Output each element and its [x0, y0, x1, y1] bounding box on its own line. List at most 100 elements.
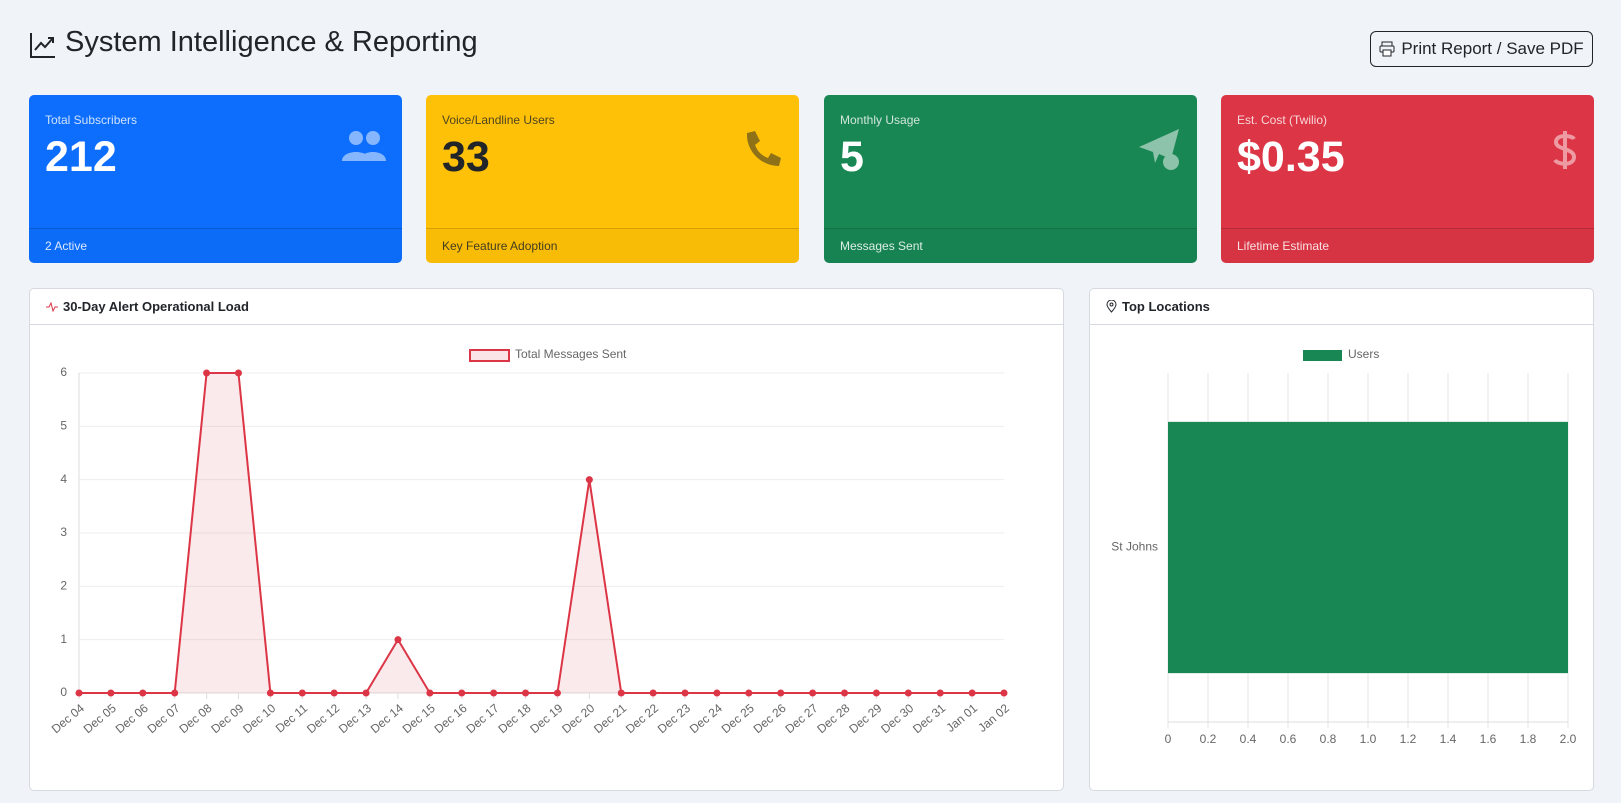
point [650, 690, 657, 697]
point [873, 690, 880, 697]
point [363, 690, 370, 697]
x-tick-label: 0.2 [1200, 732, 1217, 746]
x-tick-label: Dec 26 [751, 701, 789, 736]
point [1001, 690, 1008, 697]
x-tick-label: Dec 19 [527, 701, 565, 736]
point [76, 690, 83, 697]
point [458, 690, 465, 697]
card-label: Monthly Usage [840, 113, 920, 127]
chart: 0123456Dec 04Dec 05Dec 06Dec 07Dec 08Dec… [30, 325, 1063, 791]
y-tick-label: 6 [60, 365, 67, 379]
x-tick-label: Jan 02 [975, 701, 1012, 735]
x-tick-label: Jan 01 [943, 701, 980, 735]
line-panel: 30-Day Alert Operational Load 0 1 2 3 4 5 6 Dec… [29, 288, 1064, 791]
x-tick-label: Dec 09 [208, 701, 246, 736]
panel-title: 30-Day Alert Operational Load [63, 299, 249, 314]
chart: 0 0.2 0.4 0.6 0.8 1.0 1.2 1.4 1.6 1.8 2.0 St Johns U… [1090, 325, 1593, 791]
y-tick-label: 1 [60, 632, 67, 646]
x-tick-label: Dec 12 [304, 701, 342, 736]
point [107, 690, 114, 697]
stat-card: Voice/Landline Users33 Key Feature Adopt… [426, 95, 799, 263]
x-tick-label: 1.4 [1440, 732, 1457, 746]
point [745, 690, 752, 697]
y-tick-label: 3 [60, 525, 67, 539]
x-tick-label: Dec 16 [432, 701, 470, 736]
x-tick-label: 1.0 [1360, 732, 1377, 746]
y-tick-label: 0 [60, 685, 67, 699]
point [299, 690, 306, 697]
x-tick-label: 0.6 [1280, 732, 1297, 746]
x-tick-label: Dec 08 [176, 701, 214, 736]
card-value: 212 [45, 133, 117, 182]
x-tick-label: Dec 29 [846, 701, 884, 736]
x-tick-label: 0.8 [1320, 732, 1337, 746]
point [235, 370, 242, 377]
card-label: Voice/Landline Users [442, 113, 555, 127]
x-tick-label: Dec 25 [719, 701, 757, 736]
x-tick-label: Dec 13 [336, 701, 374, 736]
point [777, 690, 784, 697]
x-tick-label: Dec 07 [145, 701, 183, 736]
point [267, 690, 274, 697]
x-tick-label: Dec 21 [591, 701, 629, 736]
x-tick-label: Dec 27 [782, 701, 820, 736]
y-tick-label: 5 [60, 419, 67, 433]
point [394, 636, 401, 643]
card-value: $0.35 [1237, 133, 1345, 182]
x-tick-label: 0.4 [1240, 732, 1257, 746]
stat-card: Est. Cost (Twilio)$0.35 Lifetime Estimat… [1221, 95, 1594, 263]
point [841, 690, 848, 697]
x-tick-label: Dec 24 [687, 701, 725, 736]
card-footer: Lifetime Estimate [1221, 228, 1594, 263]
y-tick-label: 4 [60, 472, 67, 486]
point [586, 476, 593, 483]
point [554, 690, 561, 697]
x-tick-label: Dec 18 [495, 701, 533, 736]
page-title: System Intelligence & Reporting [65, 26, 478, 59]
x-tick-label: Dec 04 [49, 701, 87, 736]
x-tick-label: Dec 30 [878, 701, 916, 736]
card-value: 5 [840, 133, 864, 182]
point [203, 370, 210, 377]
point [937, 690, 944, 697]
x-tick-label: Dec 10 [240, 701, 278, 736]
x-tick-label: Dec 14 [368, 701, 406, 736]
x-tick-label: Dec 05 [81, 701, 119, 736]
point [171, 690, 178, 697]
x-tick-label: Dec 31 [910, 701, 948, 736]
point [682, 690, 689, 697]
x-tick-label: Dec 23 [655, 701, 693, 736]
card-footer: Messages Sent [824, 228, 1197, 263]
card-value: 33 [442, 133, 490, 182]
button-label: Print Report / Save PDF [1401, 39, 1583, 59]
x-tick-label: Dec 22 [623, 701, 661, 736]
y-tick-label: St Johns [1111, 540, 1158, 554]
y-tick-label: 2 [60, 579, 67, 593]
card-footer: 2 Active [29, 228, 402, 263]
point [618, 690, 625, 697]
x-tick-label: 1.6 [1480, 732, 1497, 746]
x-tick-label: 0 [1165, 732, 1172, 746]
point [331, 690, 338, 697]
card-label: Total Subscribers [45, 113, 137, 127]
point [490, 690, 497, 697]
legend-label: Total Messages Sent [515, 347, 627, 361]
legend-swatch [1303, 350, 1342, 361]
bar [1168, 422, 1568, 673]
x-tick-label: 2.0 [1560, 732, 1577, 746]
print-button[interactable]: Print Report / Save PDF [1370, 31, 1593, 67]
point [713, 690, 720, 697]
x-tick-label: Dec 28 [814, 701, 852, 736]
point [522, 690, 529, 697]
point [426, 690, 433, 697]
stat-card: Total Subscribers 212 2 Active [29, 95, 402, 263]
legend-swatch [470, 350, 509, 361]
x-tick-label: 1.8 [1520, 732, 1537, 746]
x-tick-label: 1.2 [1400, 732, 1417, 746]
x-tick-label: Dec 06 [113, 701, 151, 736]
legend-label: Users [1348, 347, 1379, 361]
bar-panel: Top Locations 00.20.40.60.81.01.21.41.61… [1089, 288, 1594, 791]
x-tick-label: Dec 15 [400, 701, 438, 736]
chart-icon [29, 31, 57, 59]
